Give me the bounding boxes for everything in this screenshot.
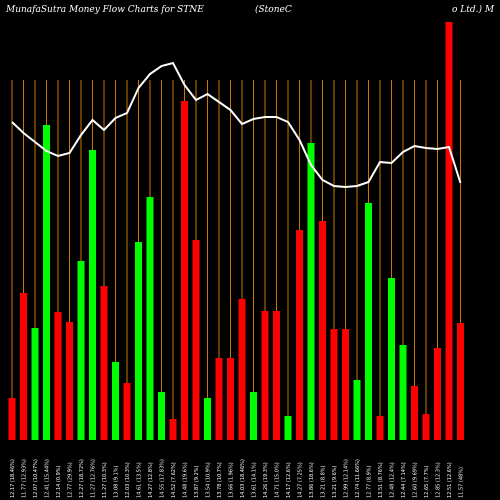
chart-title: MunafaSutra Money Flow Charts for STNE	[5, 5, 204, 15]
x-tick-label: 14.27 (12.8%)	[148, 462, 154, 498]
bar	[422, 414, 430, 440]
x-tick-label: 14.71 (15.0%)	[275, 462, 281, 498]
bar	[66, 322, 73, 440]
bar	[273, 311, 280, 440]
x-tick-label: 12.60 (9.69%)	[413, 462, 419, 498]
bar	[307, 143, 315, 440]
x-tick-label: 11.27 (12.76%)	[91, 459, 97, 498]
x-tick-label: 12.07 (10.47%)	[33, 459, 39, 498]
x-tick-label: 12.17 (18.46%)	[10, 459, 16, 498]
chart-subtitle: (StoneC	[255, 4, 292, 15]
x-tick-label: 12.44 (7.14%)	[401, 462, 407, 498]
x-tick-label: 13.21 (8.8%)	[321, 465, 327, 498]
x-tick-label: 14.27 (7.25%)	[298, 462, 304, 498]
x-tick-label: 14.48 (19.6%)	[183, 462, 189, 498]
bar	[181, 101, 188, 440]
x-tick-label: 12.65 (7.7%)	[424, 465, 430, 498]
x-tick-label: 13.78 (10.7%)	[217, 462, 223, 498]
bar	[411, 386, 418, 440]
x-tick-label: 12.48 (12.4%)	[390, 462, 396, 498]
x-tick-label: 12.14 (0.9%)	[56, 465, 62, 498]
x-tick-label: 12.51 (12.6%)	[447, 462, 453, 498]
bar	[376, 416, 384, 440]
bar	[399, 345, 407, 440]
bar	[43, 125, 50, 440]
x-tick-label: 14.61 (13.5%)	[137, 462, 143, 498]
bar	[192, 240, 200, 440]
bar	[146, 197, 154, 440]
bar	[169, 419, 177, 440]
bar	[20, 293, 27, 440]
bar	[204, 398, 211, 440]
bar	[388, 278, 395, 440]
x-tick-label: 11.77 (12.93%)	[22, 459, 28, 498]
x-tick-label: 14.52 (7.62%)	[171, 462, 177, 498]
x-tick-label: 12.77 (8.9%)	[367, 465, 373, 498]
bar	[215, 358, 223, 440]
bar	[250, 392, 257, 440]
x-tick-label: 13.54 (10.9%)	[206, 462, 212, 498]
x-tick-label: 13.86 (18.6%)	[309, 462, 315, 498]
bar	[123, 383, 131, 440]
x-tick-label: 13.87 (9.2%)	[194, 465, 200, 498]
x-tick-label: 13.21 (9.6%)	[332, 465, 338, 498]
bar	[284, 416, 292, 440]
x-tick-label: 13.66 (1.96%)	[229, 462, 235, 498]
bar	[77, 261, 85, 440]
x-tick-label: 13.51 (8.76%)	[378, 462, 384, 498]
bar	[261, 311, 269, 440]
bar	[112, 362, 119, 440]
bar	[353, 380, 361, 440]
bar	[342, 329, 349, 440]
x-tick-label: 12.03 (10.3%)	[125, 462, 131, 498]
bar	[8, 398, 16, 440]
bar	[445, 22, 453, 440]
x-tick-label: 14.26 (19.3%)	[263, 462, 269, 498]
x-tick-label: 12.77 (29.9%)	[68, 462, 74, 498]
x-tick-label: 14.55 (17.83%)	[160, 459, 166, 498]
bar	[31, 328, 39, 440]
x-tick-label: 11.57 (48%)	[459, 467, 465, 498]
x-tick-label: 13.61 (14.1%)	[252, 462, 258, 498]
bar	[319, 221, 326, 440]
x-tick-label: 12.74 (11.66%)	[355, 459, 361, 498]
bar	[434, 348, 441, 440]
price-line	[11, 61, 462, 189]
bar	[296, 230, 303, 440]
bar	[158, 392, 165, 440]
bar	[54, 312, 62, 440]
x-tick-label: 12.41 (15.44%)	[45, 459, 51, 498]
bar	[100, 286, 108, 440]
bar	[135, 242, 142, 440]
x-tick-label: 14.03 (18.46%)	[240, 459, 246, 498]
bar	[227, 358, 234, 440]
bar	[457, 323, 464, 440]
x-tick-label: 12.85 (12.3%)	[436, 462, 442, 498]
bar	[89, 150, 96, 440]
bar	[365, 203, 372, 440]
bar	[330, 329, 338, 440]
x-tick-label: 12.99 (12.14%)	[344, 459, 350, 498]
x-tick-label: 14.17 (12.6%)	[286, 462, 292, 498]
chart-subtitle: o Ltd.) M	[452, 4, 495, 15]
x-tick-label: 12.27 (18.72%)	[79, 459, 85, 498]
x-tick-label: 13.08 (9.1%)	[114, 465, 120, 498]
bar	[238, 299, 246, 440]
x-tick-label: 11.27 (10.3%)	[102, 462, 108, 498]
